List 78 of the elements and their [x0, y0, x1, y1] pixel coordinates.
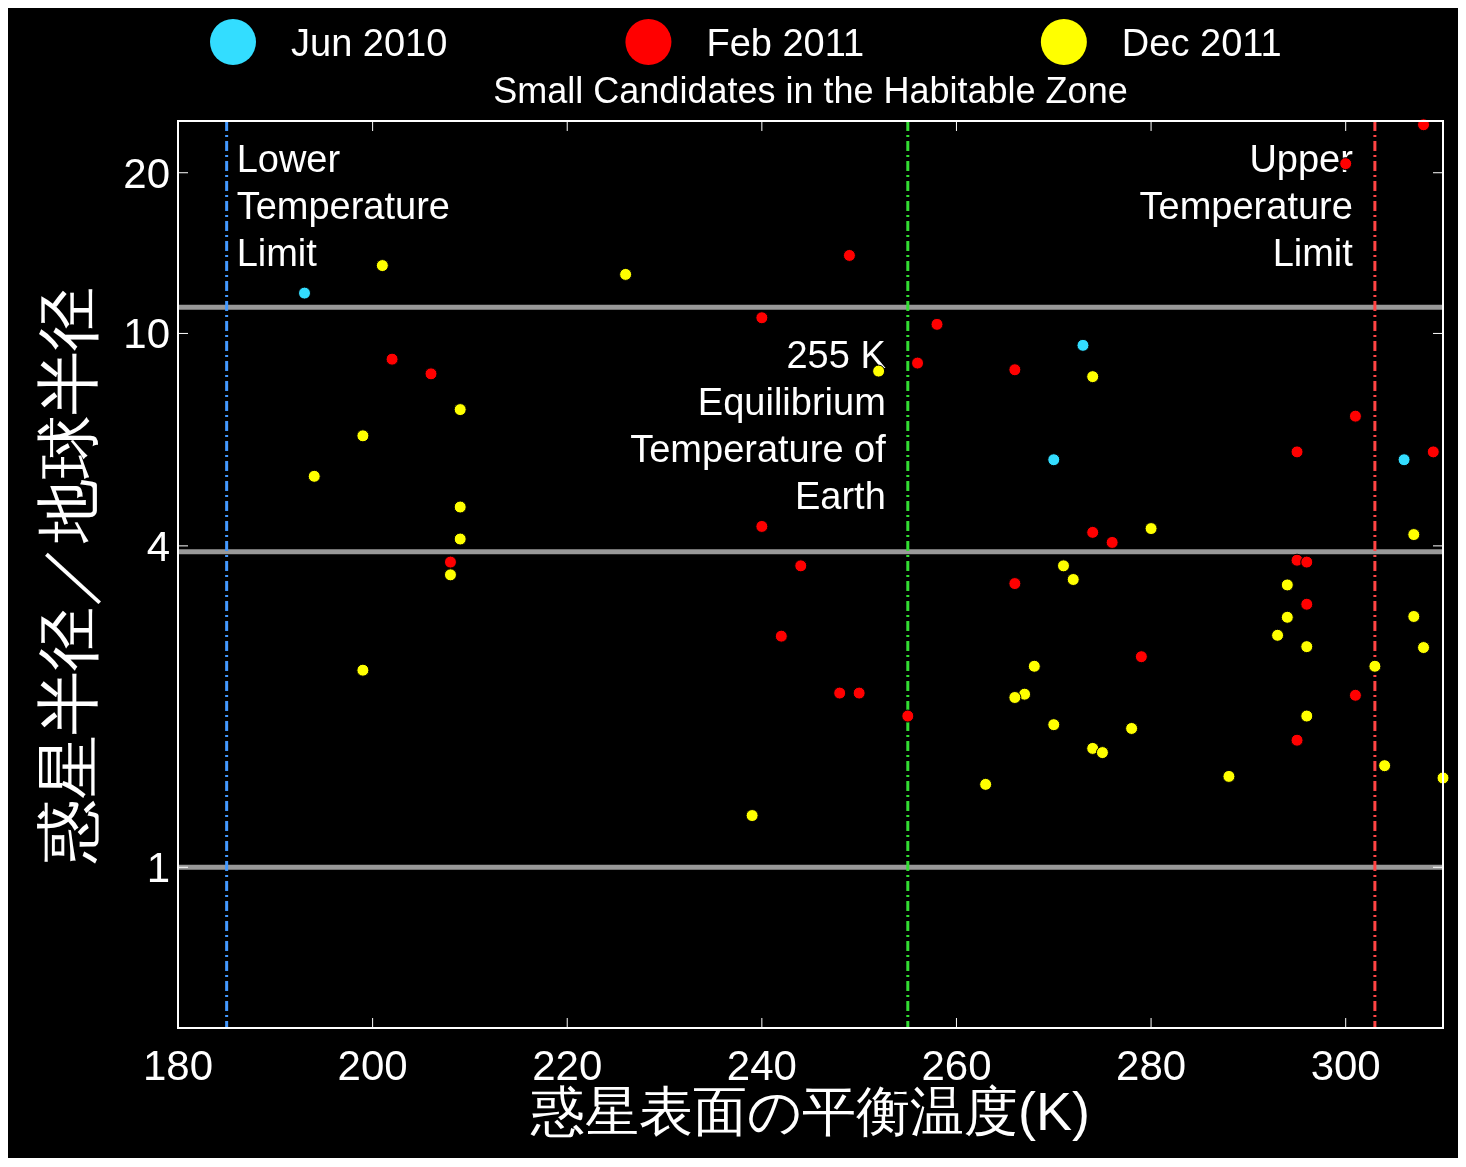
point [1290, 733, 1304, 747]
y-tick-label: 1 [146, 844, 170, 892]
point [453, 532, 467, 546]
point [755, 311, 769, 325]
point [1144, 522, 1158, 536]
point [1086, 741, 1100, 755]
point [745, 809, 759, 823]
point [1407, 528, 1421, 542]
point [1348, 409, 1362, 423]
point [1300, 640, 1314, 654]
point [1018, 687, 1032, 701]
point [930, 317, 944, 331]
point [1086, 525, 1100, 539]
point [356, 429, 370, 443]
point [443, 555, 457, 569]
point [1027, 659, 1041, 673]
point [1008, 691, 1022, 704]
ref-line-label: Upper Temperature Limit [1139, 138, 1354, 274]
point [1076, 338, 1090, 352]
y-tick-label: 10 [123, 310, 170, 358]
point [979, 777, 993, 791]
point [852, 686, 866, 700]
legend-label: Jun 2010 [291, 22, 448, 64]
legend-label: Dec 2011 [1121, 22, 1282, 64]
point [1290, 445, 1304, 459]
point [1057, 559, 1070, 573]
y-tick-label: 4 [146, 522, 170, 570]
legend-label: Feb 2011 [706, 22, 865, 64]
point [356, 663, 370, 677]
point [1105, 535, 1119, 549]
point [833, 686, 847, 700]
point [1271, 628, 1285, 642]
point [1047, 718, 1061, 732]
point [375, 259, 389, 273]
ref-line-label: Lower Temperature Limit [236, 138, 450, 274]
point [1426, 445, 1440, 459]
point [1134, 650, 1148, 664]
point [911, 356, 925, 370]
x-tick-label: 280 [1116, 1042, 1187, 1089]
point [1348, 688, 1362, 702]
point [453, 500, 467, 514]
point [1378, 759, 1392, 773]
x-tick-label: 180 [142, 1042, 214, 1089]
point [842, 248, 856, 262]
point [1066, 573, 1080, 587]
point [1300, 555, 1314, 569]
point [1280, 610, 1294, 624]
chart-subtitle: Small Candidates in the Habitable Zone [493, 70, 1128, 111]
point [298, 286, 311, 300]
point [1368, 659, 1382, 673]
point [1008, 363, 1022, 377]
point [1095, 746, 1109, 760]
y-tick-label: 20 [123, 149, 170, 197]
point [1280, 578, 1294, 592]
point [901, 709, 915, 723]
point [1222, 769, 1236, 783]
point [755, 519, 769, 533]
ref-line-label: 255 K Equilibrium Temperature of Earth [630, 334, 887, 517]
point [1300, 597, 1314, 611]
point [774, 629, 788, 643]
point [1397, 453, 1411, 467]
point [1047, 453, 1061, 467]
point [385, 352, 399, 366]
point [424, 367, 438, 381]
x-tick-label: 200 [337, 1042, 408, 1089]
point [619, 267, 633, 281]
point [453, 403, 467, 417]
point [307, 469, 321, 483]
point [794, 559, 808, 573]
point [1300, 709, 1314, 723]
point [1417, 641, 1431, 655]
point [443, 568, 457, 582]
point [1125, 721, 1139, 735]
x-tick-label: 300 [1310, 1042, 1381, 1089]
point [1008, 577, 1022, 591]
point [1407, 609, 1421, 623]
y-axis-title: 惑星半径／地球半径 [32, 286, 104, 864]
point [1086, 370, 1100, 384]
